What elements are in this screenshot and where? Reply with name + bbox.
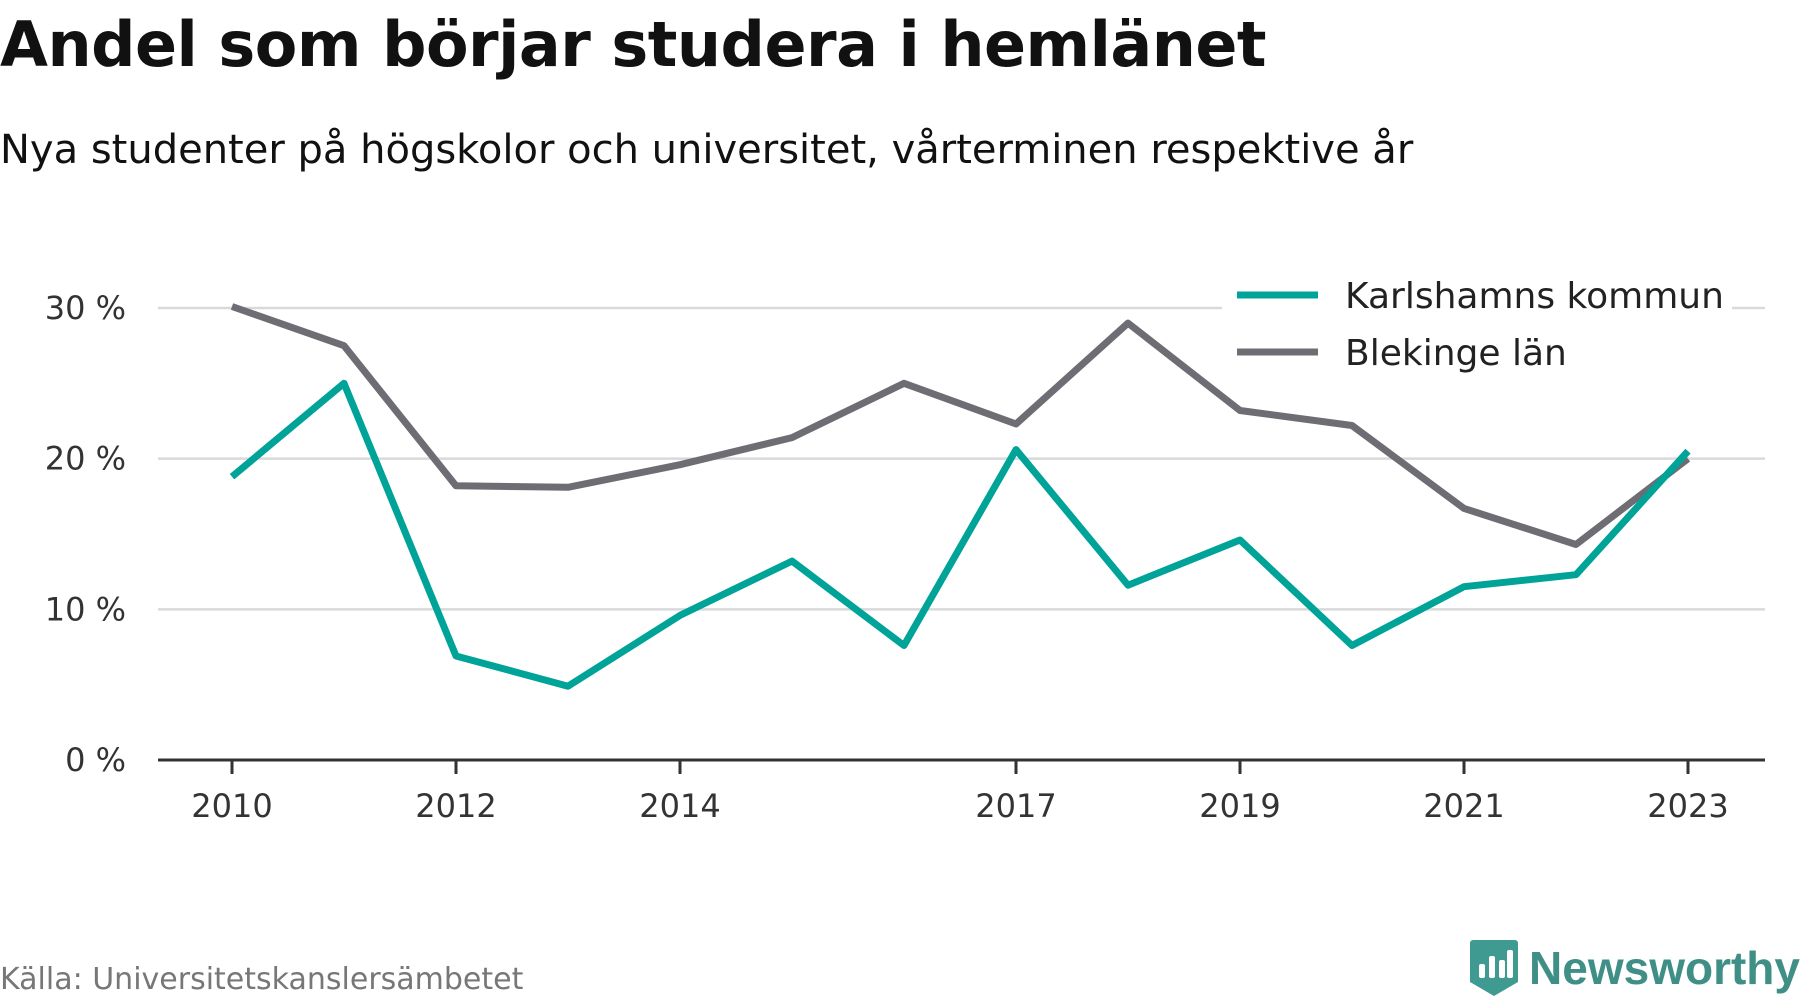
x-tick-label: 2021 [1423,787,1504,825]
legend-background [1222,268,1732,386]
y-axis-tick-labels: 0 % 10 % 20 % 30 % [45,289,126,779]
y-tick-label: 30 % [45,289,126,327]
chart-subtitle: Nya studenter på högskolor och universit… [0,127,1414,173]
brand-name: Newsworthy [1529,942,1800,994]
chart-title: Andel som börjar studera i hemlänet [0,8,1267,81]
series-lines [229,303,1691,690]
series-line-blekinge [230,303,1691,548]
legend-label: Blekinge län [1345,333,1567,374]
y-tick-label: 20 % [45,440,126,478]
brand-logo[interactable]: Newsworthy [1469,938,1800,998]
y-tick-label: 0 % [65,741,126,779]
x-tick-label: 2010 [191,787,272,825]
legend-label: Karlshamns kommun [1345,276,1724,317]
source-note: Källa: Universitetskanslersämbetet [0,962,524,997]
x-tick-label: 2023 [1647,787,1728,825]
x-tick-label: 2017 [975,787,1056,825]
legend: Karlshamns kommun Blekinge län [1222,268,1732,386]
x-tick-label: 2019 [1199,787,1280,825]
newsworthy-logo-icon [1470,940,1519,996]
y-tick-label: 10 % [45,590,126,628]
series-line-karlshamn [229,379,1691,690]
x-tick-label: 2012 [415,787,496,825]
x-tick-label: 2014 [639,787,720,825]
x-axis: 2010 2012 2014 2017 2019 2021 2023 [158,758,1765,825]
